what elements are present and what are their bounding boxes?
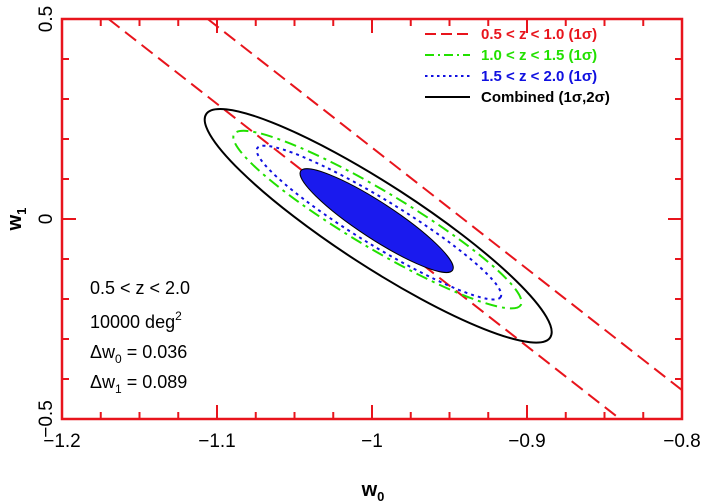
annotation-block: 0.5 < z < 2.0 10000 deg2 Δw0 = 0.036 Δw1… [90, 278, 190, 396]
svg-text:w0: w0 [361, 479, 385, 503]
legend-label-1: 1.0 < z < 1.5 (1σ) [481, 47, 597, 64]
x-axis-label-sub: 0 [377, 489, 384, 503]
x-tick-label: −1.2 [43, 431, 81, 452]
series-3-contour [203, 108, 553, 344]
series-4-contour [299, 168, 454, 273]
x-tick-label: −0.8 [663, 431, 701, 452]
legend-label-3: Combined (1σ,2σ) [481, 89, 610, 106]
svg-text:w1: w1 [4, 208, 29, 232]
series-0-line-2 [207, 19, 682, 392]
y-tick-label: 0.5 [36, 6, 57, 32]
annotation-delta-w1: Δw1 = 0.089 [90, 372, 187, 396]
annotation-redshift-range: 0.5 < z < 2.0 [90, 278, 190, 298]
series-2-contour [255, 144, 503, 301]
legend-label-0: 0.5 < z < 1.0 (1σ) [481, 26, 597, 43]
legend: 0.5 < z < 1.0 (1σ) 1.0 < z < 1.5 (1σ) 1.… [425, 26, 610, 106]
y-tick-label: 0 [36, 214, 57, 225]
y-tick-label: −0.5 [36, 400, 57, 438]
annotation-area: 10000 deg2 [90, 309, 182, 332]
y-axis-label: w [4, 214, 26, 231]
x-axis-title: w0 [361, 479, 385, 503]
y-axis-title: w1 [4, 208, 29, 232]
contour-series [107, 19, 682, 419]
series-1-contour [232, 129, 523, 310]
x-tick-label: −0.9 [508, 431, 546, 452]
x-tick-label: −1 [361, 431, 383, 452]
y-axis-label-sub: 1 [14, 208, 29, 215]
annotation-delta-w0: Δw0 = 0.036 [90, 342, 187, 366]
legend-label-2: 1.5 < z < 2.0 (1σ) [481, 68, 597, 85]
axis-ticks: −1.2 −1.1 −1 −0.9 −0.8 −0.5 0 0.5 [36, 6, 701, 452]
x-tick-label: −1.1 [198, 431, 236, 452]
x-axis-label: w [361, 479, 378, 501]
